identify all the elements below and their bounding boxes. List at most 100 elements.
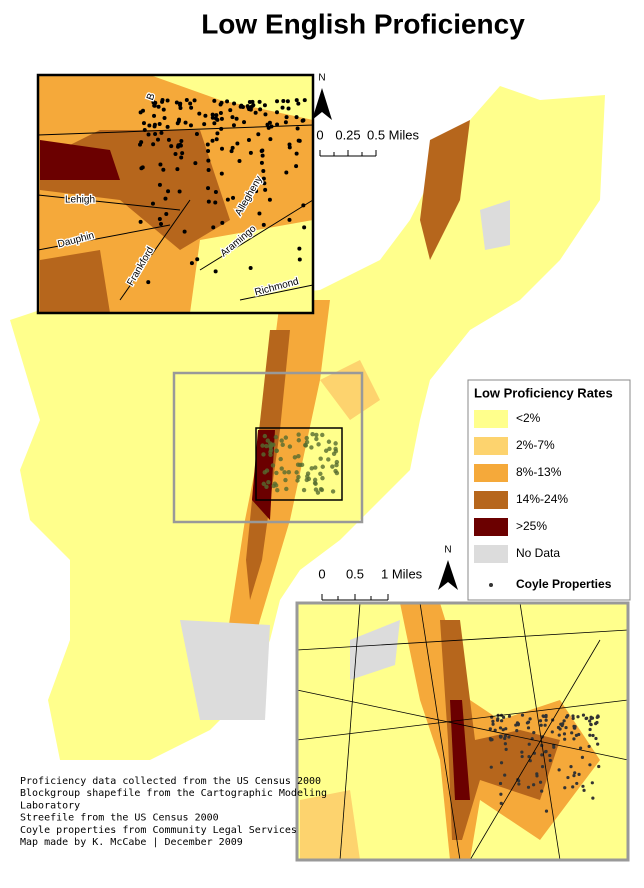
property-dot <box>527 755 531 759</box>
property-dot <box>213 200 218 205</box>
legend-swatch <box>474 464 508 482</box>
property-dot <box>297 462 303 468</box>
property-dot <box>262 433 268 439</box>
inset-extent <box>172 371 364 524</box>
property-dot <box>161 167 166 172</box>
scale-label: 0 <box>316 127 323 142</box>
property-dot <box>491 719 495 723</box>
property-dot <box>326 457 331 462</box>
legend-swatch <box>474 491 508 509</box>
property-dot <box>179 155 184 160</box>
property-dot <box>153 132 158 137</box>
property-dot <box>225 99 230 104</box>
property-dot <box>219 116 224 121</box>
property-dot <box>169 144 174 149</box>
property-dot <box>582 788 586 792</box>
property-dot <box>158 221 163 226</box>
property-dot <box>180 151 185 156</box>
property-dot <box>230 115 235 120</box>
property-dot <box>202 122 207 127</box>
property-dot <box>274 448 279 453</box>
property-dot <box>564 715 569 719</box>
property-dot <box>330 489 336 494</box>
property-dot <box>498 781 503 786</box>
credit-line: Map made by K. McCabe | December 2009 <box>20 837 243 848</box>
inset-zone <box>40 140 120 180</box>
property-dot <box>263 187 268 192</box>
property-dot <box>175 167 180 172</box>
property-dot <box>590 716 595 720</box>
street <box>37 194 181 211</box>
property-dot <box>297 246 302 251</box>
property-dot <box>309 466 314 471</box>
property-dot <box>213 190 218 195</box>
property-dot <box>174 100 179 105</box>
property-dot <box>588 719 592 723</box>
property-dot <box>544 713 548 718</box>
property-dot <box>499 734 503 739</box>
property-dot <box>265 438 270 443</box>
property-dot <box>309 445 314 450</box>
property-dot <box>292 455 298 460</box>
property-dot <box>526 726 531 730</box>
inset-detail: B Lehigh Dauphin Frankford Allegheny Ara… <box>36 73 315 315</box>
property-dot <box>234 116 239 121</box>
legend-label: <2% <box>516 411 541 425</box>
property-dot <box>261 176 266 181</box>
scale-label: 0 <box>318 566 325 581</box>
property-dot <box>520 754 524 759</box>
property-dot <box>315 490 321 495</box>
property-dot <box>305 471 311 476</box>
property-dot <box>206 199 211 204</box>
property-dot <box>544 718 548 722</box>
legend-label: No Data <box>516 546 560 560</box>
property-dot <box>284 115 289 120</box>
property-dot <box>538 719 543 723</box>
property-dot <box>248 150 253 155</box>
property-dot <box>573 725 577 729</box>
property-dot <box>152 122 157 127</box>
property-dot <box>489 765 493 769</box>
property-dot <box>280 105 285 110</box>
property-dot <box>279 466 284 471</box>
street <box>239 284 314 301</box>
legend-label: 8%-13% <box>516 465 562 479</box>
property-dot <box>561 722 565 726</box>
legend-title: Low Proficiency Rates <box>474 385 613 400</box>
property-dot <box>210 138 215 143</box>
property-dot <box>214 113 219 118</box>
property-dot <box>218 102 223 107</box>
property-dot <box>267 120 272 125</box>
property-dot <box>231 123 236 128</box>
property-dot <box>263 112 268 117</box>
property-dot <box>260 153 265 158</box>
property-dot <box>581 713 586 717</box>
property-dot <box>247 100 252 105</box>
property-dot <box>275 488 280 493</box>
property-dot <box>261 222 266 227</box>
property-dot <box>157 122 162 127</box>
property-dot <box>183 120 188 125</box>
north-label: N <box>444 545 451 556</box>
property-dot <box>588 763 592 767</box>
property-dot <box>543 723 547 727</box>
property-dot <box>538 780 543 784</box>
property-dot <box>212 98 217 103</box>
property-dot <box>320 432 325 438</box>
property-dot <box>237 158 242 163</box>
property-dot <box>589 722 593 727</box>
property-dot <box>572 737 576 741</box>
property-dot <box>173 151 178 156</box>
property-dot <box>571 714 575 718</box>
property-dot <box>246 137 251 142</box>
ne-zone <box>420 120 470 260</box>
property-dot <box>214 137 219 142</box>
property-dot <box>225 197 230 202</box>
property-dot <box>138 219 143 224</box>
property-dot <box>264 443 269 449</box>
property-dot <box>165 124 170 129</box>
property-dot <box>320 475 325 481</box>
property-dot <box>499 761 504 765</box>
scale-label: 0.5 <box>346 566 364 581</box>
property-dot <box>268 137 273 142</box>
